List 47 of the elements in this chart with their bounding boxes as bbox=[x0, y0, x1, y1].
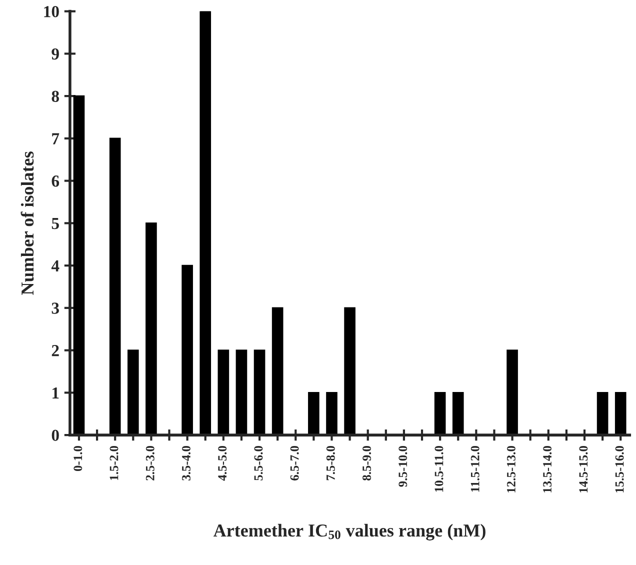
y-tick-label: 7 bbox=[52, 133, 60, 144]
bar bbox=[127, 350, 139, 436]
y-tick-label: 2 bbox=[52, 345, 59, 356]
x-tick-label: 6.5-7.0 bbox=[290, 446, 299, 480]
x-tick-label: 8.5-9.0 bbox=[362, 446, 372, 480]
x-tick-label: 7.5-8.0 bbox=[326, 446, 335, 480]
y-tick-label: 8 bbox=[52, 90, 59, 102]
y-axis-title: Number of isolates bbox=[20, 152, 34, 295]
x-tick-label: 3.5-4.0 bbox=[182, 446, 190, 480]
bar bbox=[614, 392, 626, 436]
bar bbox=[344, 307, 356, 436]
x-tick-label: 9.5-10.0 bbox=[398, 446, 408, 487]
bar bbox=[254, 350, 266, 436]
y-tick-label: 3 bbox=[52, 302, 59, 314]
y-tick-label: 9 bbox=[52, 48, 59, 60]
bar bbox=[506, 350, 518, 436]
bar bbox=[109, 138, 121, 436]
y-tick-label: 0 bbox=[52, 430, 59, 441]
x-tick-label: 0-1.0 bbox=[74, 446, 82, 472]
x-tick-label: 12.5-13.0 bbox=[506, 446, 516, 492]
bar bbox=[146, 222, 157, 436]
bar bbox=[218, 350, 230, 436]
x-tick-label: 15.5-16.0 bbox=[615, 446, 624, 492]
bar bbox=[272, 307, 284, 436]
x-tick-label: 1.5-2.0 bbox=[110, 446, 118, 480]
bar bbox=[596, 392, 608, 436]
bar bbox=[236, 350, 248, 436]
x-tick-label: 13.5-14.0 bbox=[543, 446, 552, 492]
y-tick-label: 10 bbox=[44, 6, 59, 18]
x-tick-label: 10.5-11.0 bbox=[434, 446, 444, 492]
x-axis-title: Artemether IC$_{50}$ values range (nM) bbox=[213, 524, 486, 540]
bar bbox=[326, 392, 338, 436]
x-tick-label: 14.5-15.0 bbox=[579, 446, 588, 492]
bar bbox=[452, 392, 464, 436]
y-tick-label: 4 bbox=[51, 260, 60, 272]
x-tick-label: 5.5-6.0 bbox=[254, 446, 263, 480]
bar bbox=[73, 95, 85, 436]
bar bbox=[308, 392, 320, 436]
bar bbox=[200, 11, 212, 436]
bar bbox=[434, 392, 446, 436]
x-tick-label: 4.5-5.0 bbox=[218, 446, 227, 481]
y-tick-label: 5 bbox=[52, 218, 59, 230]
bar bbox=[182, 264, 193, 436]
y-tick-label: 6 bbox=[52, 176, 60, 187]
y-tick-label: 1 bbox=[52, 387, 59, 398]
x-tick-label: 2.5-3.0 bbox=[146, 446, 154, 480]
x-tick-label: 11.5-12.0 bbox=[470, 446, 480, 492]
